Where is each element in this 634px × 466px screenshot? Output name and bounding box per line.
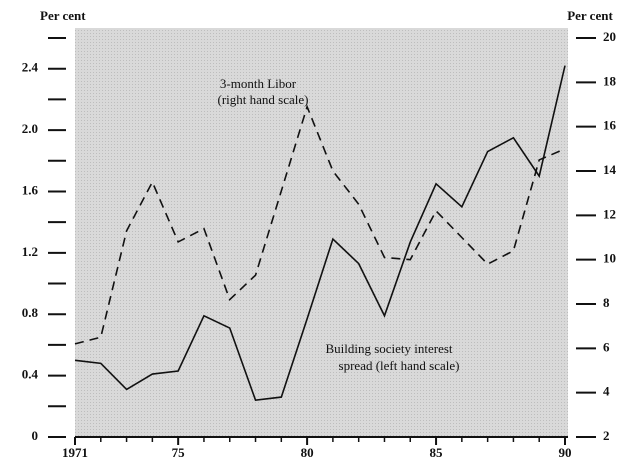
y-tick-label: 0 bbox=[32, 428, 39, 443]
y2-tick-label: 6 bbox=[603, 339, 610, 354]
x-tick-label: 1971 bbox=[62, 445, 88, 460]
y2-tick-label: 16 bbox=[603, 118, 617, 133]
y2-tick-label: 12 bbox=[603, 206, 616, 221]
y-tick-label: 2.4 bbox=[22, 60, 39, 75]
x-tick-label: 80 bbox=[301, 445, 314, 460]
y-tick-label: 1.2 bbox=[22, 244, 38, 259]
y2-tick-label: 10 bbox=[603, 251, 616, 266]
y-tick-label: 2.0 bbox=[22, 121, 38, 136]
annotation: (right hand scale) bbox=[218, 92, 309, 107]
y2-axis-label: Per cent bbox=[567, 8, 613, 23]
annotation: Building society interest bbox=[325, 341, 452, 356]
line-series bbox=[74, 104, 566, 345]
y-tick-label: 1.6 bbox=[22, 182, 39, 197]
y2-tick-label: 4 bbox=[603, 384, 610, 399]
y2-tick-label: 14 bbox=[603, 162, 617, 177]
annotation: spread (left hand scale) bbox=[339, 358, 460, 373]
y2-tick-label: 20 bbox=[603, 29, 616, 44]
line-series bbox=[74, 65, 566, 402]
x-tick-label: 90 bbox=[559, 445, 572, 460]
annotation: 3-month Libor bbox=[220, 76, 297, 91]
plot-area bbox=[75, 28, 568, 437]
x-tick-label: 75 bbox=[172, 445, 186, 460]
x-tick-label: 85 bbox=[430, 445, 444, 460]
y2-tick-label: 18 bbox=[603, 73, 617, 88]
y2-tick-label: 2 bbox=[603, 428, 610, 443]
y-tick-label: 0.4 bbox=[22, 367, 39, 382]
y-axis-label: Per cent bbox=[40, 8, 86, 23]
y-tick-label: 0.8 bbox=[22, 305, 39, 320]
y2-tick-label: 8 bbox=[603, 295, 610, 310]
